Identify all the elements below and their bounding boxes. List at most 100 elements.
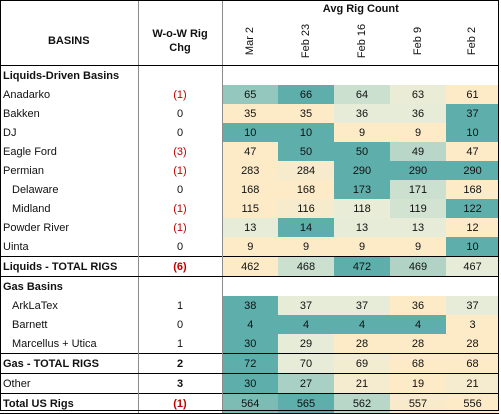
rig-count-cell: 19 [390,373,446,394]
section-row: Liquids-Driven Basins [0,65,499,86]
rig-count-cell: 65 [222,85,278,104]
rig-count-cell: 29 [278,334,334,354]
rig-count-cell: 4 [390,315,446,334]
rig-count-cell: 10 [278,123,334,142]
rig-count-cell: 118 [334,199,390,218]
basin-name: Anadarko [0,85,139,104]
wow-change-value: (1) [138,161,223,180]
rig-count-cell: 10 [222,123,278,142]
basin-name: Marcellus + Utica [0,334,139,354]
rig-count-cell: 36 [390,296,446,315]
rig-count-cell: 168 [446,180,500,199]
rig-count-cell: 35 [222,104,278,123]
table-row: Powder River (1) 13 14 13 13 12 [0,218,500,237]
section-blank-values [222,276,500,296]
basins-header: BASINS [0,17,139,66]
table-row: DJ 0 10 10 9 9 10 [0,123,500,142]
rig-count-cell: 68 [446,353,500,374]
table-row: Other 3 30 27 21 19 21 [0,373,500,394]
avg-rig-count-header: Avg Rig Count [222,0,500,17]
wow-change-value: 1 [138,296,223,315]
wow-change-value: 0 [138,180,223,199]
table-row: ArkLaTex 1 38 37 37 36 37 [0,296,500,315]
rig-count-cell: 564 [222,393,278,414]
rig-count-cell: 38 [222,296,278,315]
wow-change-value: (6) [138,256,223,277]
basin-name: Bakken [0,104,139,123]
rig-count-cell: 556 [446,393,500,414]
basin-name: Barnett [0,315,139,334]
table-row: Permian (1) 283 284 290 290 290 [0,161,500,180]
rig-count-cell: 173 [334,180,390,199]
rig-count-cell: 116 [278,199,334,218]
rig-count-cell: 50 [278,142,334,161]
rig-count-cell: 290 [446,161,500,180]
rig-count-cell: 37 [446,104,500,123]
basin-name: Other [0,373,139,394]
rig-count-cell: 12 [446,218,500,237]
rig-count-cell: 37 [446,296,500,315]
rig-count-cell: 49 [390,142,446,161]
date-label-3: Feb 9 [411,26,424,56]
section-row: Gas Basins [0,276,500,296]
rig-count-cell: 9 [390,123,446,142]
rig-count-cell: 9 [390,237,446,257]
rig-count-cell: 36 [334,104,390,123]
rig-count-cell: 4 [222,315,278,334]
rig-count-cell: 28 [334,334,390,354]
rig-count-cell: 284 [278,161,334,180]
basin-name: Powder River [0,218,139,237]
rig-count-cell: 119 [390,199,446,218]
basin-name: Permian [0,161,139,180]
rig-count-cell: 47 [222,142,278,161]
rig-count-cell: 13 [390,218,446,237]
date-label-0: Mar 2 [244,26,257,56]
rig-count-cell: 468 [278,256,334,277]
rig-count-cell: 61 [446,85,500,104]
total-row: Gas - TOTAL RIGS 2 72 70 69 68 68 [0,353,500,374]
rig-count-cell: 472 [334,256,390,277]
wow-change-value: 3 [138,373,223,394]
rig-count-cell: 4 [278,315,334,334]
rig-count-cell: 13 [222,218,278,237]
basin-name: Eagle Ford [0,142,139,161]
rig-count-cell: 72 [222,353,278,374]
wow-change-value: 1 [138,334,223,354]
rig-count-cell: 9 [334,237,390,257]
rig-count-cell: 37 [278,296,334,315]
rig-count-cell: 290 [390,161,446,180]
rig-count-cell: 50 [334,142,390,161]
rig-count-cell: 115 [222,199,278,218]
wow-change-value: 2 [138,353,223,374]
wow-change-header-line2: Chg [169,42,191,54]
header-row-main: BASINS W-o-W Rig Chg Mar 2 Feb 23 Feb 16… [0,17,500,66]
table-row: Anadarko (1) 65 66 64 63 61 [0,85,500,104]
section-blank-chg [138,276,223,296]
rig-count-cell: 168 [278,180,334,199]
rig-count-cell: 290 [334,161,390,180]
rig-count-cell: 28 [446,334,500,354]
rig-count-cell: 10 [446,237,500,257]
section-blank-values [222,66,499,86]
rig-count-cell: 14 [278,218,334,237]
basin-name: Gas - TOTAL RIGS [0,353,139,374]
basin-name: Liquids - TOTAL RIGS [0,256,139,277]
rig-count-cell: 30 [222,373,278,394]
wow-change-value: (1) [138,85,223,104]
header-blank-chg [138,0,223,17]
rig-count-cell: 171 [390,180,446,199]
rig-count-cell: 4 [334,315,390,334]
rig-count-cell: 10 [446,123,500,142]
date-label-4: Feb 2 [466,26,479,56]
basin-name: Uinta [0,237,139,257]
wow-change-header-line1: W-o-W Rig [152,28,208,40]
wow-change-value: 0 [138,315,223,334]
wow-change-value: (1) [138,393,223,414]
rig-count-cell: 35 [278,104,334,123]
rig-count-cell: 9 [278,237,334,257]
total-row: Liquids - TOTAL RIGS (6) 462 468 472 469 467 [0,256,500,277]
rig-count-cell: 9 [222,237,278,257]
date-header-2: Feb 16 [334,17,390,66]
rig-count-cell: 37 [334,296,390,315]
